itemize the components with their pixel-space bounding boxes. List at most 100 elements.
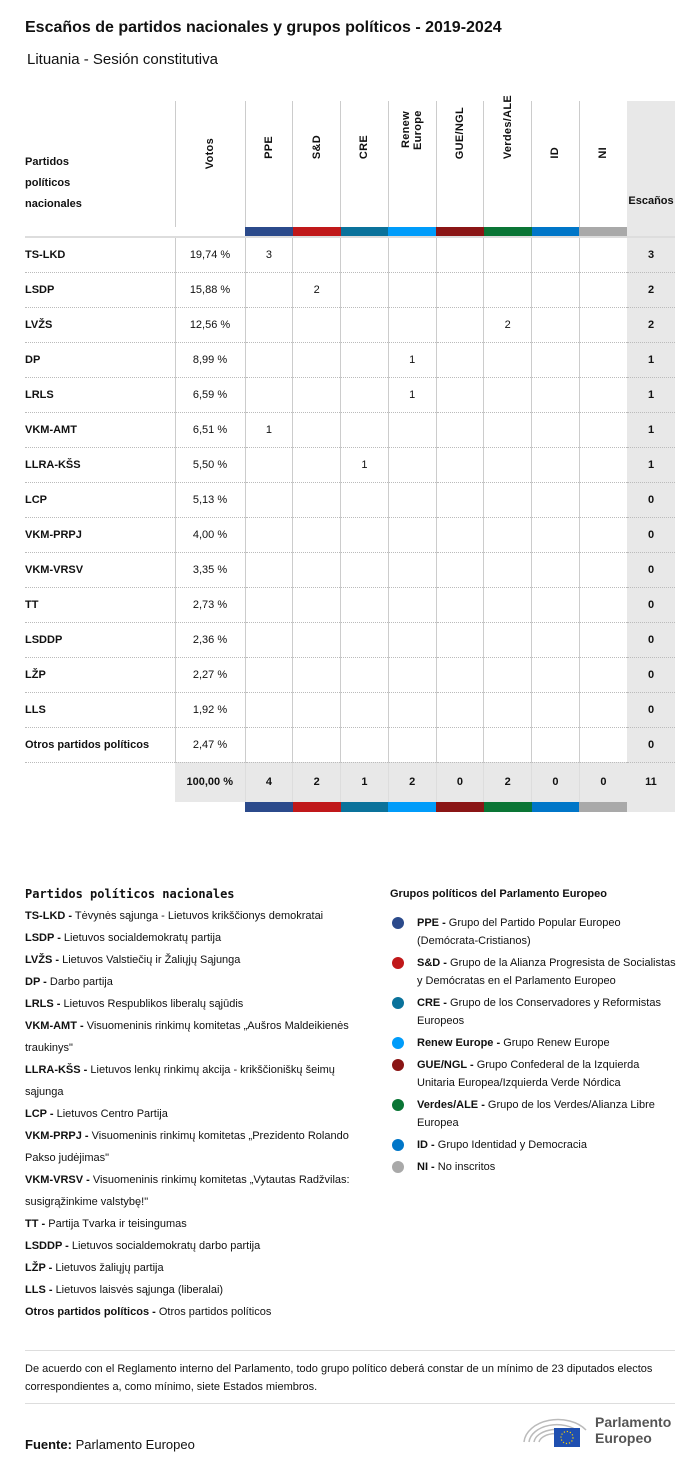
group-color-bar	[579, 802, 627, 812]
group-seats	[387, 587, 436, 623]
group-color-bar	[483, 802, 532, 812]
group-seats	[387, 236, 436, 273]
group-seats	[578, 482, 627, 518]
party-name: LŽP	[25, 657, 175, 693]
group-seats	[292, 727, 341, 763]
national-legend-item: LSDDP - Lietuvos socialdemokratų darbo p…	[25, 1240, 261, 1252]
group-seats: 2	[483, 307, 532, 343]
group-seats: 1	[340, 447, 389, 483]
group-seats	[340, 692, 389, 728]
party-name: LLS	[25, 692, 175, 728]
group-seats	[387, 447, 436, 483]
party-name: TT	[25, 587, 175, 623]
group-seats: 2	[292, 272, 341, 308]
group-seats	[483, 727, 532, 763]
group-seats	[244, 272, 293, 308]
total-votes: 100,00 %	[175, 762, 245, 802]
group-seats	[244, 482, 293, 518]
group-seats	[578, 517, 627, 553]
table-row: VKM-AMT 6,51 % 1 1	[25, 412, 675, 448]
group-column-header: GUE/NGL	[435, 101, 484, 227]
national-parties-legend: Partidos políticos nacionales TS-LKD - T…	[25, 886, 370, 1323]
party-name: DP	[25, 342, 175, 378]
group-column-header: Renew Europe	[387, 101, 436, 227]
groups-legend: Grupos políticos del Parlamento Europeo …	[390, 886, 680, 1180]
party-column-header: Partidos políticos nacionales	[25, 156, 82, 210]
total-seats: 0	[627, 587, 675, 623]
group-seats	[292, 587, 341, 623]
group-seats	[387, 727, 436, 763]
group-seats	[244, 307, 293, 343]
seats-table: Partidos políticos nacionales Votos PPE S…	[25, 95, 675, 812]
group-column-header: Verdes/ALE	[483, 95, 532, 227]
total-seats: 1	[627, 412, 675, 448]
total-seats: 3	[627, 236, 675, 273]
group-legend-item: S&D - Grupo de la Alianza Progresista de…	[390, 954, 680, 990]
group-legend-item: GUE/NGL - Grupo Confederal de la Izquier…	[390, 1056, 680, 1092]
votes-value: 19,74 %	[174, 236, 245, 273]
table-row: LSDDP 2,36 % 0	[25, 622, 675, 658]
table-row: TT 2,73 % 0	[25, 587, 675, 623]
group-seats	[387, 552, 436, 588]
group-seats	[292, 552, 341, 588]
group-seats	[578, 307, 627, 343]
table-row: LLRA-KŠS 5,50 % 1 1	[25, 447, 675, 483]
group-seats	[244, 727, 293, 763]
group-seats	[435, 412, 484, 448]
groups-legend-title: Grupos políticos del Parlamento Europeo	[390, 888, 607, 900]
group-seats	[578, 622, 627, 658]
votes-value: 2,27 %	[174, 657, 245, 693]
group-seats	[531, 517, 580, 553]
group-seats	[340, 377, 389, 413]
group-seats	[292, 657, 341, 693]
parliament-logo: Parlamento Europeo	[520, 1412, 671, 1448]
color-dot-icon	[392, 1037, 404, 1049]
group-seats	[292, 692, 341, 728]
group-seats	[531, 657, 580, 693]
group-seats	[292, 412, 341, 448]
group-seats	[292, 377, 341, 413]
group-seats	[483, 552, 532, 588]
group-seats	[483, 412, 532, 448]
group-seats	[531, 447, 580, 483]
national-legend-item: DP - Darbo partija	[25, 976, 113, 988]
color-dot-icon	[392, 1161, 404, 1173]
total-seats: 1	[627, 447, 675, 483]
national-legend-item: LCP - Lietuvos Centro Partija	[25, 1108, 168, 1120]
group-seats	[578, 377, 627, 413]
national-legend-item: LLS - Lietuvos laisvės sąjunga (liberala…	[25, 1284, 224, 1296]
group-seats	[435, 377, 484, 413]
group-seats	[244, 587, 293, 623]
group-seats	[483, 587, 532, 623]
group-column-header: S&D	[292, 101, 341, 227]
party-name: LSDP	[25, 272, 175, 308]
group-seats	[292, 482, 341, 518]
party-name: VKM-PRPJ	[25, 517, 175, 553]
group-seats: 3	[244, 236, 293, 273]
group-seats	[483, 657, 532, 693]
footnote: De acuerdo con el Reglamento interno del…	[25, 1350, 675, 1404]
group-seats	[531, 236, 580, 273]
group-seats: 1	[387, 342, 436, 378]
group-seats	[244, 342, 293, 378]
party-name: LCP	[25, 482, 175, 518]
national-legend-item: TS-LKD - Tėvynės sąjunga - Lietuvos krik…	[25, 910, 324, 922]
party-name: LSDDP	[25, 622, 175, 658]
total-seats: 0	[627, 727, 675, 763]
group-column-header: NI	[578, 101, 627, 227]
group-seats	[578, 272, 627, 308]
group-seats	[292, 447, 341, 483]
national-legend-item: VKM-PRPJ - Visuomeninis rinkimų komiteta…	[25, 1130, 349, 1164]
group-total: 2	[483, 762, 532, 802]
page-subtitle: Lituania - Sesión constitutiva	[27, 51, 218, 68]
group-color-bar	[483, 227, 532, 237]
table-row: LSDP 15,88 % 2 2	[25, 272, 675, 308]
national-legend-item: Otros partidos políticos - Otros partido…	[25, 1306, 272, 1318]
table-row: DP 8,99 % 1 1	[25, 342, 675, 378]
group-total: 2	[387, 762, 436, 802]
table-row: VKM-PRPJ 4,00 % 0	[25, 517, 675, 553]
color-dot-icon	[392, 997, 404, 1009]
group-total: 0	[578, 762, 627, 802]
votes-value: 5,50 %	[174, 447, 245, 483]
group-seats	[244, 552, 293, 588]
